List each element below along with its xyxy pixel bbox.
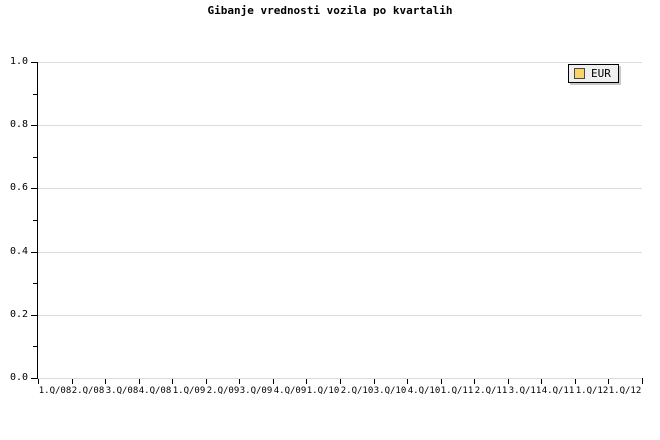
y-axis-minor-tick [33, 346, 37, 347]
y-axis-label: 0.4 [9, 246, 28, 257]
x-axis-label: 3.Q/11 [508, 386, 542, 396]
x-axis-tick [374, 379, 375, 384]
y-axis-minor-tick [33, 220, 37, 221]
x-axis-tick [72, 379, 73, 384]
series-svg [38, 62, 642, 378]
y-axis-minor-tick [33, 157, 37, 158]
x-axis-tick [407, 379, 408, 384]
x-axis-label: 1.Q/12 [575, 386, 609, 396]
gridlines [38, 62, 642, 379]
x-axis-label: 1.Q/09 [172, 386, 206, 396]
y-axis-label: 0.6 [9, 182, 28, 193]
x-axis-label: 1.Q/12 [608, 386, 642, 396]
y-axis-label: 1.0 [9, 56, 28, 67]
gridline [38, 188, 642, 189]
x-axis-label: 4.Q/09 [273, 386, 307, 396]
x-axis-tick [608, 379, 609, 384]
x-axis-tick [340, 379, 341, 384]
y-axis-tick [31, 62, 37, 63]
x-axis-tick [239, 379, 240, 384]
y-axis-label: 0.8 [9, 119, 28, 130]
gridline [38, 378, 642, 379]
legend-label-eur: EUR [591, 67, 611, 80]
y-axis-line [37, 62, 38, 379]
gridline [38, 252, 642, 253]
x-axis-label: 2.Q/08 [71, 386, 105, 396]
y-axis-tick [31, 252, 37, 253]
x-axis-tick [642, 379, 643, 384]
x-axis-tick [273, 379, 274, 384]
legend-swatch-eur [574, 68, 585, 79]
x-axis-tick [206, 379, 207, 384]
x-axis-label: 4.Q/08 [138, 386, 172, 396]
x-axis-tick [474, 379, 475, 384]
x-axis-tick [441, 379, 442, 384]
y-axis-tick [31, 315, 37, 316]
x-axis-label: 4.Q/10 [407, 386, 441, 396]
x-axis-label: 4.Q/11 [541, 386, 575, 396]
plot-area [38, 62, 642, 379]
x-axis-label: 1.Q/08 [38, 386, 72, 396]
chart-title: Gibanje vrednosti vozila po kvartalih [207, 4, 453, 17]
x-axis-tick [575, 379, 576, 384]
x-axis-label: 1.Q/10 [306, 386, 340, 396]
x-axis-label: 2.Q/10 [340, 386, 374, 396]
series-layer [38, 62, 642, 378]
x-axis-label: 3.Q/09 [239, 386, 273, 396]
x-axis-tick [541, 379, 542, 384]
x-axis-tick [139, 379, 140, 384]
x-axis-tick [105, 379, 106, 384]
y-axis-tick [31, 125, 37, 126]
x-axis-tick [306, 379, 307, 384]
y-axis-minor-tick [33, 94, 37, 95]
x-axis-label: 2.Q/09 [206, 386, 240, 396]
y-axis-label: 0.2 [9, 309, 28, 320]
chart-legend[interactable]: EUR [568, 64, 619, 83]
x-axis-label: 3.Q/08 [105, 386, 139, 396]
y-axis-tick [31, 378, 37, 379]
x-axis-tick [508, 379, 509, 384]
y-axis-tick [31, 188, 37, 189]
x-axis-label: 2.Q/11 [474, 386, 508, 396]
x-axis-label: 3.Q/10 [373, 386, 407, 396]
gridline [38, 62, 642, 63]
x-axis-tick [172, 379, 173, 384]
y-axis-label: 0.0 [9, 372, 28, 383]
y-axis-minor-tick [33, 283, 37, 284]
gridline [38, 125, 642, 126]
x-axis-tick [38, 379, 39, 384]
gridline [38, 315, 642, 316]
x-axis-label: 1.Q/11 [440, 386, 474, 396]
